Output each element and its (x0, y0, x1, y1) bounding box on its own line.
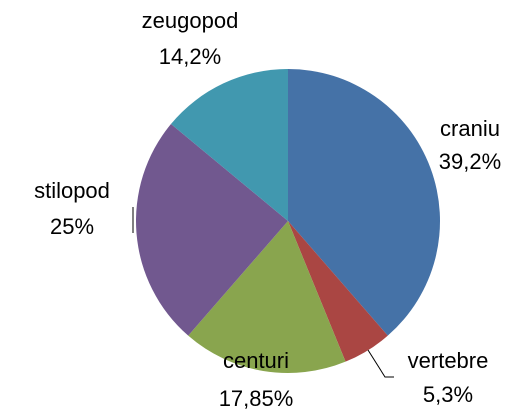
slice-value-label: 25% (50, 214, 94, 239)
slice-value-label: 14,2% (159, 44, 221, 69)
pie-slice (288, 69, 441, 336)
slice-value-label: 17,85% (219, 386, 294, 411)
slice-label: vertebre (408, 348, 489, 373)
pie-slice (170, 69, 288, 221)
slice-label: zeugopod (142, 8, 239, 33)
slice-value-label: 5,3% (423, 382, 473, 407)
slice-label: centuri (223, 348, 289, 373)
leader-line (367, 349, 394, 378)
pie-slice (188, 221, 346, 374)
slice-value-label: 39,2% (439, 149, 501, 174)
pie-slice (288, 221, 388, 362)
slice-label: stilopod (34, 178, 110, 203)
slice-label: craniu (440, 116, 500, 141)
pie-slice (135, 123, 288, 336)
